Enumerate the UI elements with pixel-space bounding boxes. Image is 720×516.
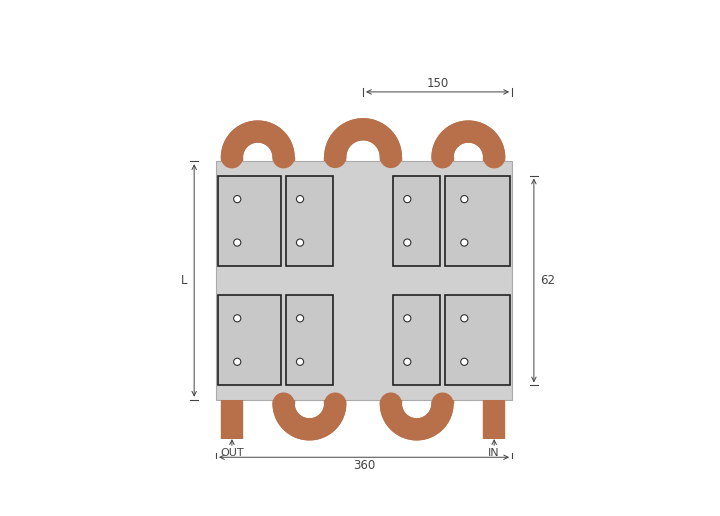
Bar — [393, 295, 440, 385]
Circle shape — [404, 196, 411, 203]
Text: 62: 62 — [540, 274, 555, 287]
Text: L: L — [181, 274, 187, 287]
Bar — [218, 175, 282, 266]
Circle shape — [234, 196, 240, 203]
Circle shape — [461, 239, 468, 246]
Circle shape — [297, 196, 304, 203]
Bar — [286, 175, 333, 266]
Circle shape — [404, 315, 411, 322]
Circle shape — [234, 315, 240, 322]
Bar — [445, 295, 510, 385]
Circle shape — [404, 358, 411, 365]
Circle shape — [461, 315, 468, 322]
Circle shape — [297, 358, 304, 365]
Text: IN: IN — [488, 448, 500, 458]
Text: 150: 150 — [426, 77, 449, 90]
Circle shape — [461, 196, 468, 203]
Bar — [286, 295, 333, 385]
Bar — [445, 175, 510, 266]
Bar — [216, 161, 512, 399]
Circle shape — [297, 239, 304, 246]
Circle shape — [461, 358, 468, 365]
Circle shape — [404, 239, 411, 246]
Text: 360: 360 — [353, 459, 375, 473]
Text: 10: 10 — [489, 415, 501, 424]
Text: OUT: OUT — [220, 448, 244, 458]
Circle shape — [234, 358, 240, 365]
Circle shape — [297, 315, 304, 322]
Circle shape — [234, 239, 240, 246]
Bar — [393, 175, 440, 266]
Bar — [218, 295, 282, 385]
